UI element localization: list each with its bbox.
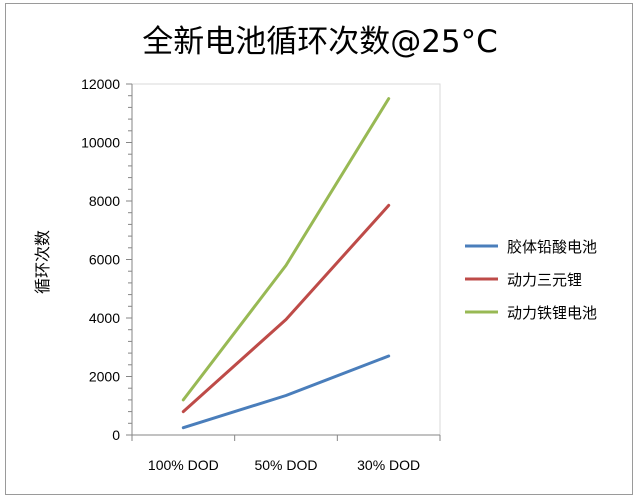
y-tick-label: 2000 <box>89 369 120 385</box>
series-line-3 <box>181 97 391 402</box>
legend-label-3: 动力铁锂电池 <box>507 304 597 322</box>
y-tick-label: 6000 <box>89 252 120 268</box>
axes <box>126 83 441 441</box>
x-tick-label: 30% DOD <box>357 457 420 473</box>
tick-labels: 0 2000 4000 6000 8000 10000 12000 100% DOD 50% D… <box>81 76 420 473</box>
chart-title: 全新电池循环次数@25°C <box>142 24 498 60</box>
plot-area <box>131 83 441 436</box>
y-tick-label: 8000 <box>89 193 120 209</box>
series-line-2 <box>181 203 391 414</box>
series-line-1 <box>181 354 391 430</box>
y-tick-label: 0 <box>112 427 120 443</box>
watermark: 知乎 @蒲迅电池 <box>512 463 622 481</box>
x-tick-label: 50% DOD <box>254 457 317 473</box>
chart-frame <box>5 3 633 495</box>
y-tick-label: 12000 <box>81 76 120 92</box>
legend-label-2: 动力三元锂 <box>507 271 582 289</box>
series-lines <box>181 97 391 430</box>
y-tick-label: 4000 <box>89 310 120 326</box>
x-tick-label: 100% DOD <box>148 457 219 473</box>
y-tick-label: 10000 <box>81 135 120 151</box>
legend-label-1: 胶体铅酸电池 <box>507 238 597 256</box>
y-axis-label: 循环次数 <box>33 230 52 294</box>
watermark-text: 知乎 @蒲迅电池 <box>512 463 622 481</box>
